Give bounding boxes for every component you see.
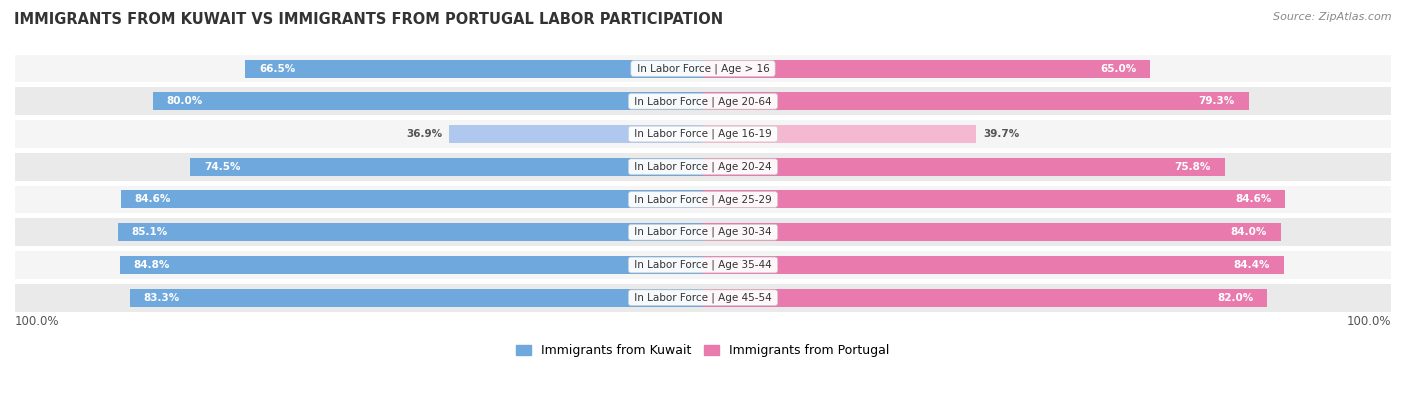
- Bar: [703, 256, 1284, 274]
- Text: In Labor Force | Age 35-44: In Labor Force | Age 35-44: [631, 260, 775, 270]
- Bar: [129, 289, 703, 307]
- Text: In Labor Force | Age 16-19: In Labor Force | Age 16-19: [631, 129, 775, 139]
- Text: 100.0%: 100.0%: [15, 315, 59, 328]
- Bar: [120, 256, 703, 274]
- Bar: [703, 190, 1285, 209]
- Bar: [703, 125, 976, 143]
- Text: 80.0%: 80.0%: [166, 96, 202, 106]
- Text: IMMIGRANTS FROM KUWAIT VS IMMIGRANTS FROM PORTUGAL LABOR PARTICIPATION: IMMIGRANTS FROM KUWAIT VS IMMIGRANTS FRO…: [14, 12, 723, 27]
- Bar: [449, 125, 703, 143]
- Bar: [15, 153, 1391, 181]
- Bar: [246, 60, 703, 77]
- Text: 85.1%: 85.1%: [131, 227, 167, 237]
- Text: 100.0%: 100.0%: [1347, 315, 1391, 328]
- Text: 84.4%: 84.4%: [1233, 260, 1270, 270]
- Text: Source: ZipAtlas.com: Source: ZipAtlas.com: [1274, 12, 1392, 22]
- Text: 36.9%: 36.9%: [406, 129, 443, 139]
- Bar: [15, 218, 1391, 246]
- Bar: [703, 289, 1267, 307]
- Bar: [15, 120, 1391, 148]
- Text: 82.0%: 82.0%: [1218, 293, 1253, 303]
- Text: In Labor Force | Age 25-29: In Labor Force | Age 25-29: [631, 194, 775, 205]
- Text: In Labor Force | Age 20-24: In Labor Force | Age 20-24: [631, 162, 775, 172]
- Bar: [703, 92, 1249, 110]
- Bar: [153, 92, 703, 110]
- Text: 66.5%: 66.5%: [259, 64, 295, 73]
- Text: 65.0%: 65.0%: [1099, 64, 1136, 73]
- Text: In Labor Force | Age 30-34: In Labor Force | Age 30-34: [631, 227, 775, 237]
- Bar: [190, 158, 703, 176]
- Text: 75.8%: 75.8%: [1174, 162, 1211, 172]
- Bar: [703, 158, 1225, 176]
- Text: In Labor Force | Age 20-64: In Labor Force | Age 20-64: [631, 96, 775, 107]
- Text: 83.3%: 83.3%: [143, 293, 180, 303]
- Text: 79.3%: 79.3%: [1198, 96, 1234, 106]
- Bar: [15, 87, 1391, 115]
- Legend: Immigrants from Kuwait, Immigrants from Portugal: Immigrants from Kuwait, Immigrants from …: [516, 344, 890, 357]
- Bar: [703, 60, 1150, 77]
- Bar: [15, 55, 1391, 83]
- Text: 84.8%: 84.8%: [134, 260, 170, 270]
- Text: In Labor Force | Age 45-54: In Labor Force | Age 45-54: [631, 292, 775, 303]
- Text: In Labor Force | Age > 16: In Labor Force | Age > 16: [634, 63, 772, 74]
- Text: 39.7%: 39.7%: [983, 129, 1019, 139]
- Bar: [15, 251, 1391, 279]
- Text: 84.6%: 84.6%: [1234, 194, 1271, 205]
- Bar: [15, 186, 1391, 213]
- Text: 84.0%: 84.0%: [1230, 227, 1267, 237]
- Bar: [15, 284, 1391, 312]
- Bar: [121, 190, 703, 209]
- Text: 74.5%: 74.5%: [204, 162, 240, 172]
- Bar: [703, 223, 1281, 241]
- Text: 84.6%: 84.6%: [135, 194, 172, 205]
- Bar: [118, 223, 703, 241]
